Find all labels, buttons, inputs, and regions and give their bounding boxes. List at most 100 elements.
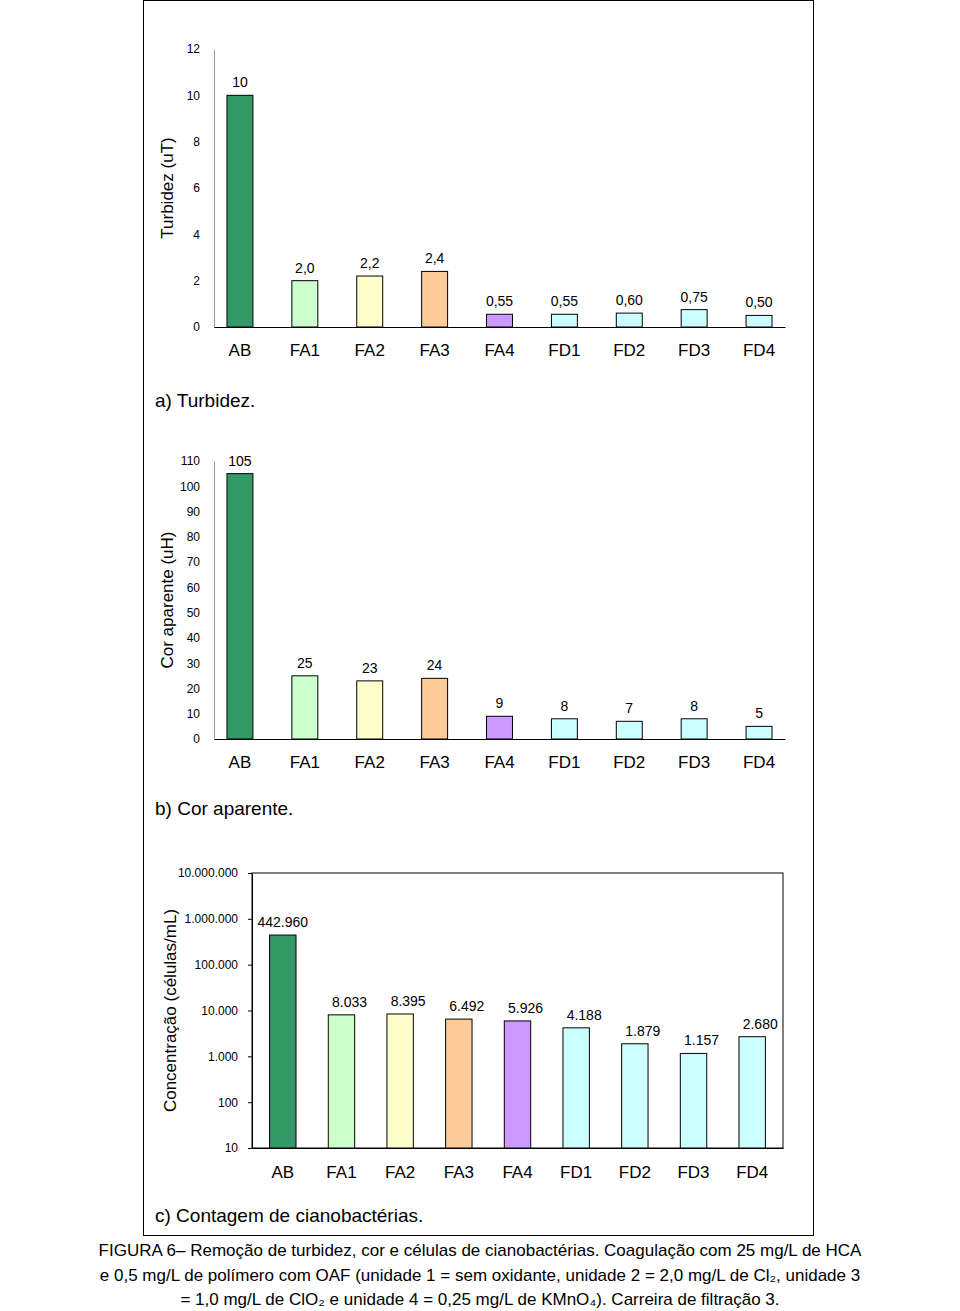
y-axis: 024681012 (187, 42, 215, 334)
chart-title: a) Turbidez. (155, 390, 255, 411)
x-tick: FD2 (613, 739, 645, 772)
y-tick: 50 (187, 606, 214, 620)
bar (681, 719, 707, 739)
x-tick-label: FD3 (678, 753, 710, 772)
data-label: 1.879 (625, 1023, 660, 1039)
x-axis-line (253, 1148, 784, 1149)
x-tick-label: FD2 (613, 341, 645, 360)
x-tick-label: FA4 (502, 1163, 532, 1182)
y-tick: 0 (193, 320, 214, 334)
y-tick: 80 (187, 530, 214, 544)
x-tick-label: FD4 (743, 753, 775, 772)
x-tick-label: FD1 (548, 753, 580, 772)
bar (357, 276, 383, 327)
x-axis-line (215, 739, 786, 740)
x-tick-label: FD4 (743, 341, 775, 360)
data-label: 6.492 (449, 998, 484, 1014)
x-tick-label: AB (229, 341, 252, 360)
caption-line: FIGURA 6– Remoção de turbidez, cor e cél… (99, 1241, 863, 1260)
data-label: 9 (496, 695, 504, 711)
x-tick: FD2 (619, 1148, 651, 1182)
x-axis: ABFA1FA2FA3FA4FD1FD2FD3FD4 (253, 1148, 784, 1182)
x-tick-label: FA1 (326, 1163, 356, 1182)
x-tick-label: FD2 (613, 753, 645, 772)
bar (681, 310, 707, 327)
y-tick-mark (248, 1102, 252, 1103)
chart: 0102030405060708090100110ABFA1FA2FA3FA4F… (155, 453, 786, 819)
caption: FIGURA 6– Remoção de turbidez, cor e cél… (99, 1241, 863, 1309)
x-tick: FA4 (502, 1148, 532, 1182)
y-tick-label: 8 (193, 135, 200, 149)
x-tick-label: FD2 (619, 1163, 651, 1182)
y-tick: 1.000.000 (185, 912, 252, 926)
x-tick-label: FD1 (548, 341, 580, 360)
x-tick-label: FA4 (484, 753, 514, 772)
x-tick-label: AB (271, 1163, 294, 1182)
y-tick-label: 100 (218, 1096, 238, 1110)
x-tick: FA4 (484, 327, 514, 360)
y-axis: 0102030405060708090100110 (180, 454, 215, 746)
data-label: 8 (560, 698, 568, 714)
y-tick-label: 2 (193, 274, 200, 288)
x-tick: FD1 (548, 327, 580, 360)
x-axis-line (215, 327, 786, 328)
y-tick: 10.000 (201, 1004, 252, 1018)
y-tick-mark (248, 1056, 252, 1057)
x-tick-label: FD4 (736, 1163, 768, 1182)
caption-line: = 1,0 mg/L de ClO₂ e unidade 4 = 0,25 mg… (180, 1290, 779, 1309)
bars (227, 474, 772, 739)
data-label: 25 (297, 655, 313, 671)
x-tick: FA2 (355, 327, 385, 360)
x-tick: FD1 (548, 739, 580, 772)
y-tick-label: 0 (193, 732, 200, 746)
chart: 101001.00010.000100.0001.000.00010.000.0… (155, 866, 784, 1226)
bar (622, 1044, 648, 1148)
data-label: 0,75 (681, 289, 708, 305)
y-tick-label: 6 (193, 181, 200, 195)
bar (746, 726, 772, 739)
data-label: 0,50 (745, 294, 772, 310)
y-tick-label: 1.000 (208, 1050, 238, 1064)
y-tick: 10.000.000 (178, 866, 252, 880)
x-tick-label: FA4 (484, 341, 514, 360)
y-tick-label: 90 (187, 505, 201, 519)
x-tick: FD3 (677, 1148, 709, 1182)
data-label: 8.395 (391, 993, 426, 1009)
x-axis: ABFA1FA2FA3FA4FD1FD2FD3FD4 (215, 327, 786, 360)
x-tick: FD3 (678, 739, 710, 772)
y-tick: 2 (193, 274, 214, 288)
x-tick: FA3 (444, 1148, 474, 1182)
y-tick-mark (248, 1011, 252, 1012)
x-tick-label: FA3 (444, 1163, 474, 1182)
x-tick-label: AB (229, 753, 252, 772)
figure-frame (144, 1, 814, 1236)
bars (270, 935, 766, 1148)
y-tick-label: 110 (181, 454, 200, 468)
y-tick-label: 40 (187, 631, 201, 645)
x-tick: FD3 (678, 327, 710, 360)
x-tick-label: FD1 (560, 1163, 592, 1182)
x-tick: FA3 (419, 327, 449, 360)
y-tick: 1.000 (208, 1050, 252, 1064)
y-tick: 6 (193, 181, 214, 195)
y-axis-title: Concentração (células/mL) (161, 909, 180, 1112)
x-tick-label: FA3 (419, 753, 449, 772)
bar (616, 313, 642, 327)
y-tick-label: 100.000 (195, 958, 239, 972)
y-axis-title: Turbidez (uT) (158, 137, 177, 238)
bar (551, 314, 577, 327)
bar (446, 1019, 472, 1148)
bar (227, 95, 253, 327)
x-tick-label: FA2 (355, 341, 385, 360)
bar (422, 271, 448, 327)
data-label: 442.960 (257, 914, 308, 930)
y-axis-line (214, 462, 215, 740)
caption-line: e 0,5 mg/L de polímero com OAF (unidade … (100, 1266, 860, 1285)
y-tick: 0 (193, 732, 214, 746)
y-tick-label: 10.000 (201, 1004, 238, 1018)
x-tick-label: FD3 (678, 341, 710, 360)
bar (487, 314, 513, 327)
y-axis-line (214, 50, 215, 328)
y-tick: 100 (218, 1096, 252, 1110)
y-tick: 12 (187, 42, 214, 56)
